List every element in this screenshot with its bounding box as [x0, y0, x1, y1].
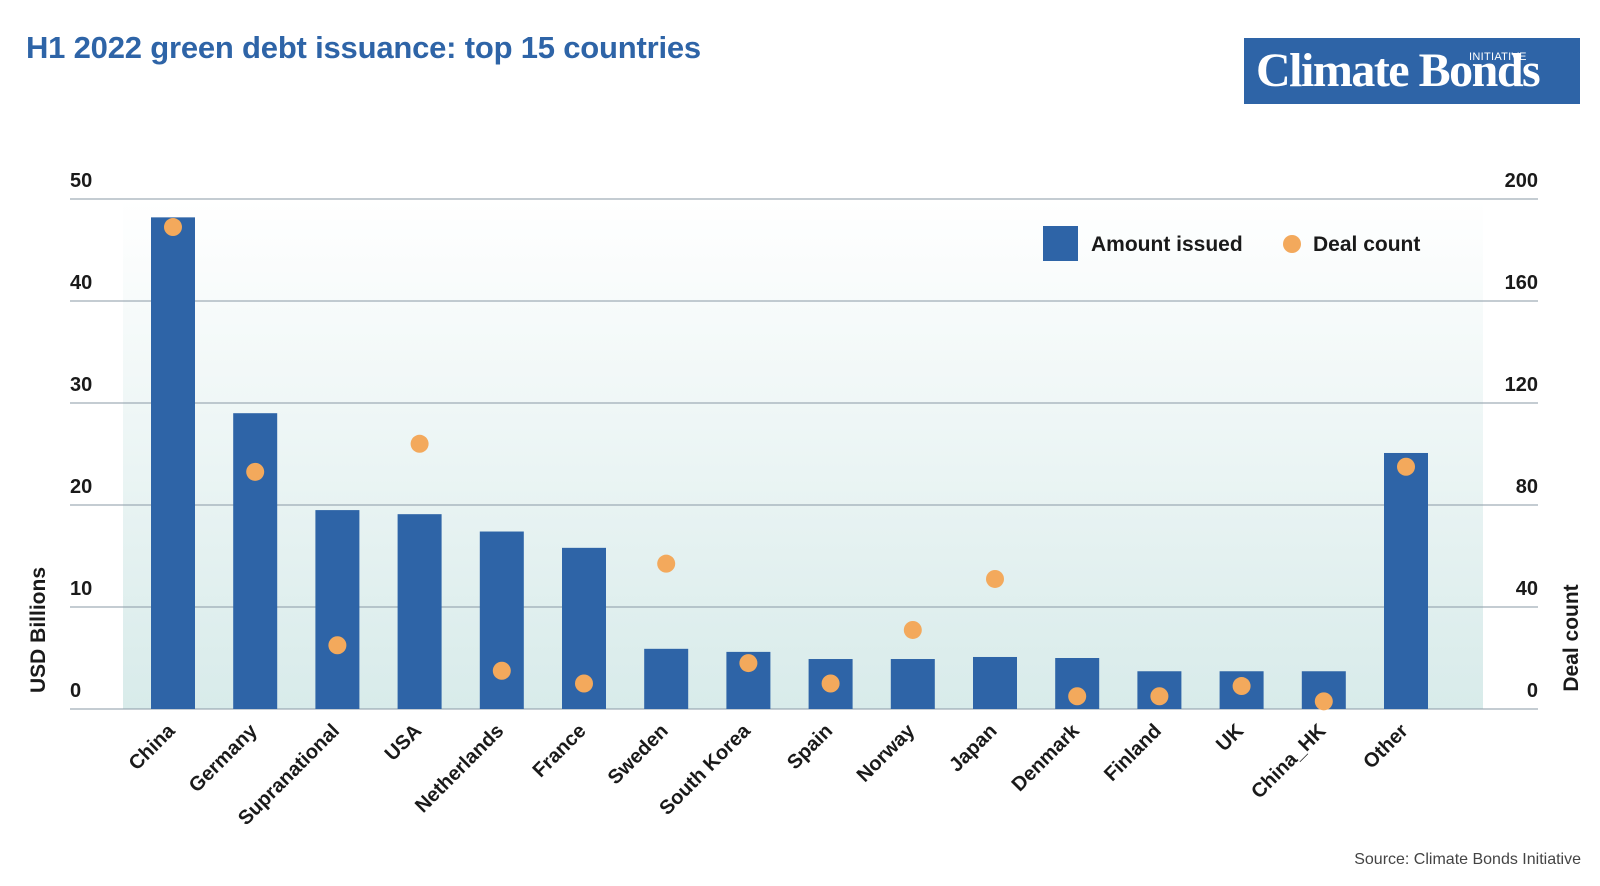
- gridlines: [70, 198, 1538, 710]
- x-tick-label: Spain: [783, 720, 837, 774]
- x-tick-label: Sweden: [604, 720, 673, 789]
- dot-japan: [986, 569, 1004, 588]
- dot-supranational: [328, 636, 347, 655]
- bar-china: [151, 217, 195, 710]
- dot-netherlands: [492, 661, 511, 680]
- y-tick-label: 30: [70, 374, 92, 396]
- x-tick-label: USA: [381, 720, 426, 765]
- legend-amount-issued: Amount issued: [1091, 233, 1243, 256]
- y2-tick-label: 0: [1527, 680, 1538, 702]
- legend-deal-count: Deal count: [1313, 233, 1420, 256]
- legend-dot-swatch: [1283, 235, 1301, 253]
- dot-spain: [821, 674, 840, 693]
- dot-other: [1397, 457, 1415, 476]
- bar-netherlands: [479, 531, 524, 709]
- dot-germany: [246, 462, 265, 481]
- bar-other: [1384, 452, 1428, 709]
- y-tick-label: 10: [70, 578, 92, 600]
- y2-tick-label: 80: [1516, 476, 1538, 498]
- bar-japan: [973, 656, 1017, 709]
- dot-south-korea: [739, 654, 758, 673]
- chart-title: H1 2022 green debt issuance: top 15 coun…: [26, 30, 701, 65]
- logo-superscript: INITIATIVE: [1469, 51, 1527, 63]
- dot-norway: [903, 620, 922, 639]
- legend: Amount issued Deal count: [1043, 226, 1420, 261]
- bar-usa: [397, 514, 442, 709]
- bar-norway: [890, 659, 935, 709]
- x-tick-label: Finland: [1100, 720, 1166, 786]
- dot-china: [164, 218, 182, 237]
- dot-uk: [1232, 677, 1251, 696]
- x-tick-label: Norway: [853, 719, 920, 786]
- dot-france: [575, 674, 593, 693]
- y2-axis-label: Deal count: [1560, 584, 1583, 691]
- y2-tick-label: 120: [1505, 374, 1538, 396]
- x-tick-label: Denmark: [1008, 719, 1085, 796]
- x-tick-label: Germany: [185, 719, 262, 796]
- left-axis-ticks: 0 10 20 30 40 50: [70, 170, 92, 702]
- dot-denmark: [1068, 687, 1087, 706]
- x-tick-label: France: [529, 720, 591, 782]
- x-tick-label: China: [125, 719, 180, 774]
- source-note: Source: Climate Bonds Initiative: [1354, 851, 1581, 868]
- x-tick-label: China_HK: [1247, 720, 1331, 804]
- legend-bar-swatch: [1043, 226, 1078, 261]
- y-tick-label: 40: [70, 272, 92, 294]
- dot-china-hk: [1314, 692, 1333, 711]
- dot-finland: [1150, 687, 1169, 706]
- x-tick-label: Japan: [945, 720, 1001, 776]
- y-tick-label: 0: [70, 680, 81, 702]
- y2-tick-label: 160: [1505, 272, 1538, 294]
- climate-bonds-logo: Climate Bonds INITIATIVE: [1244, 38, 1580, 104]
- y2-tick-label: 40: [1516, 578, 1538, 600]
- bar-supranational: [315, 510, 360, 709]
- bar-sweden: [644, 648, 689, 709]
- bar-germany: [233, 413, 278, 709]
- y2-tick-label: 200: [1505, 170, 1538, 192]
- y-tick-label: 20: [70, 476, 92, 498]
- dot-sweden: [657, 554, 676, 573]
- x-tick-label: Netherlands: [411, 720, 508, 817]
- dot-usa: [410, 434, 429, 453]
- logo-wordmark: Climate Bonds: [1256, 44, 1541, 97]
- y-tick-label: 50: [70, 170, 92, 192]
- x-tick-label: Other: [1359, 720, 1412, 773]
- x-tick-label: UK: [1212, 720, 1248, 756]
- dot-series: [164, 218, 1415, 711]
- right-axis-ticks: 0 40 80 120 160 200: [1505, 170, 1538, 702]
- y-axis-label: USD Billions: [27, 567, 50, 693]
